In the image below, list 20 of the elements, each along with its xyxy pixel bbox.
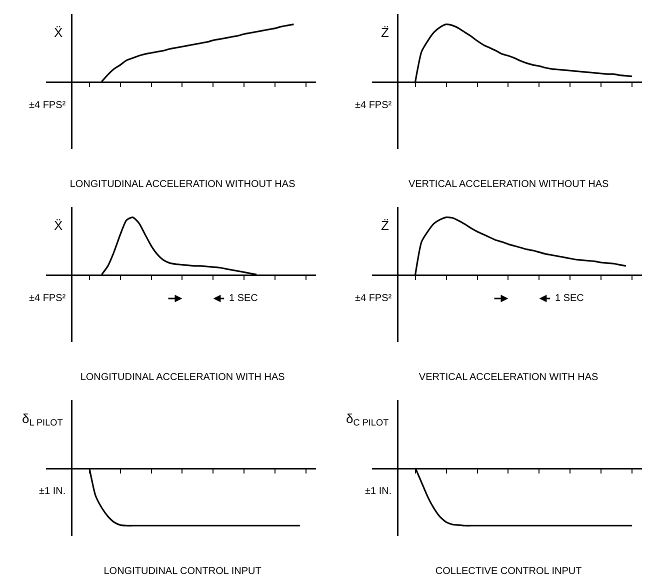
text: 1 SEC	[555, 293, 584, 304]
y-axis-title: Ẍ	[54, 25, 63, 40]
text: VERTICAL ACCELERATION WITH HAS	[418, 372, 599, 384]
y-axis-title: δ$_{C PILOT}$	[346, 411, 390, 428]
text: VERTICAL ACCELERATION WITHOUT HAS	[408, 179, 609, 190]
text: ±4 FPS²	[355, 293, 392, 304]
y-axis-title: Z̈	[381, 218, 389, 233]
text: ±1 IN.	[39, 486, 66, 497]
text: LONGITUDINAL CONTROL INPUT	[104, 566, 262, 578]
text: ±4 FPS²	[29, 100, 66, 111]
text: 1 SEC	[229, 293, 258, 304]
text: COLLECTIVE CONTROL INPUT	[435, 566, 582, 578]
y-axis-title: δ$_{L PILOT}$	[22, 411, 64, 428]
text: LONGITUDINAL ACCELERATION WITHOUT HAS	[70, 179, 296, 190]
y-axis-title: Ẍ	[54, 218, 63, 233]
y-axis-title: Z̈	[381, 25, 389, 40]
text: ±4 FPS²	[355, 100, 392, 111]
text: ±1 IN.	[365, 486, 392, 497]
text: LONGITUDINAL ACCELERATION WITH HAS	[80, 372, 286, 384]
text: ±4 FPS²	[29, 293, 66, 304]
